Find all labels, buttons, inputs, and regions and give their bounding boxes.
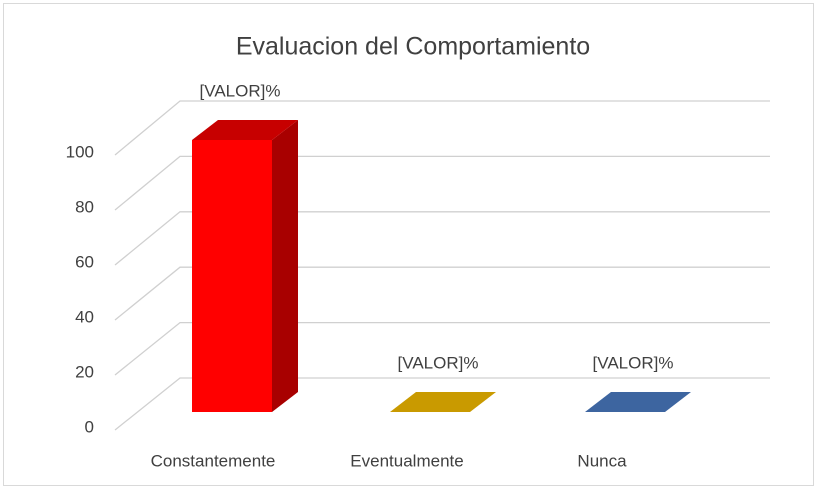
y-tick-label: 100 xyxy=(66,142,94,161)
grid-line xyxy=(114,377,770,431)
grid-line xyxy=(114,155,770,211)
data-label: [VALOR]% xyxy=(200,81,281,100)
y-tick-label: 20 xyxy=(75,362,94,381)
grid-line xyxy=(114,321,770,376)
x-tick-label: Constantemente xyxy=(151,451,276,470)
x-tick-label: Nunca xyxy=(577,451,627,470)
bar-front xyxy=(192,140,272,412)
bar-top xyxy=(585,392,691,412)
bar xyxy=(585,392,691,412)
bar xyxy=(192,120,298,412)
chart-title: Evaluacion del Comportamiento xyxy=(236,33,590,61)
grid-line xyxy=(114,100,770,156)
grid-line xyxy=(114,211,770,266)
data-label: [VALOR]% xyxy=(398,353,479,372)
bar xyxy=(390,392,496,412)
x-tick-label: Eventualmente xyxy=(350,451,463,470)
data-label: [VALOR]% xyxy=(593,353,674,372)
y-tick-label: 40 xyxy=(75,307,94,326)
bar-top xyxy=(390,392,496,412)
grid-line xyxy=(114,266,770,321)
y-tick-label: 80 xyxy=(75,197,94,216)
chart-frame xyxy=(3,3,814,486)
y-tick-label: 0 xyxy=(85,417,94,436)
bar-top xyxy=(192,120,298,140)
y-tick-label: 60 xyxy=(75,252,94,271)
bar-side xyxy=(272,120,298,412)
